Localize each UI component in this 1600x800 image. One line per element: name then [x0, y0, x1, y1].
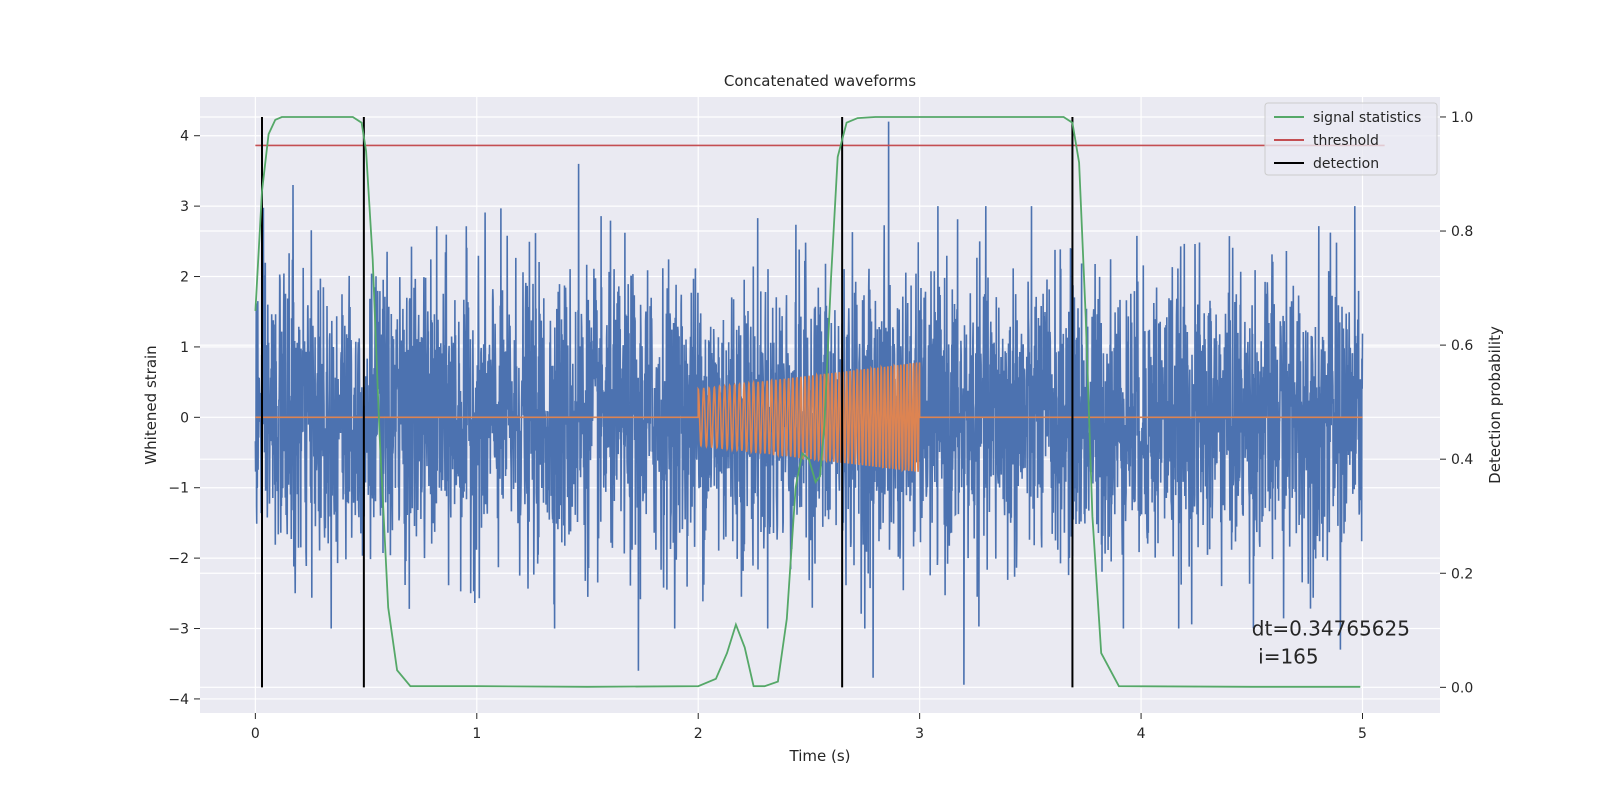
legend: signal statistics threshold detection — [1264, 102, 1438, 176]
annotation-dt: dt=0.34765625 — [1252, 617, 1410, 641]
legend-label-detection: detection — [1313, 156, 1379, 172]
y-tick-label-4: 0 — [180, 410, 189, 426]
series-signal-statistics-line — [254, 116, 1361, 688]
y-tick-label-3: −1 — [168, 481, 189, 497]
legend-label-threshold: threshold — [1313, 133, 1379, 149]
series-layer — [254, 116, 1385, 688]
y-tick-label-1: −3 — [168, 622, 189, 638]
series-template-line — [255, 362, 1363, 473]
y2-tick-label-4: 0.8 — [1451, 224, 1473, 240]
x-tick-label-2: 2 — [694, 726, 703, 742]
x-axis-label: Time (s) — [789, 747, 851, 765]
y2-tick-label-1: 0.2 — [1451, 566, 1473, 582]
x-tick-label-5: 5 — [1358, 726, 1367, 742]
x-tick-label-0: 0 — [251, 726, 260, 742]
chart-title: Concatenated waveforms — [724, 72, 916, 90]
y-axis-label: Whitened strain — [142, 345, 160, 464]
legend-label-signal-statistics: signal statistics — [1313, 110, 1421, 126]
y-tick-label-6: 2 — [180, 270, 189, 286]
x-tick-label-3: 3 — [915, 726, 924, 742]
y2-tick-label-5: 1.0 — [1451, 110, 1473, 126]
x-tick-label-1: 1 — [472, 726, 481, 742]
annotation-index: i=165 — [1252, 645, 1319, 669]
x-axis: 0 1 2 3 4 5 — [251, 713, 1367, 742]
y-axis-right: 0.0 0.2 0.4 0.6 0.8 1.0 — [1440, 110, 1473, 696]
y-tick-label-0: −4 — [168, 692, 189, 708]
y2-axis-label: Detection probability — [1486, 326, 1504, 484]
y-tick-label-7: 3 — [180, 199, 189, 215]
y-tick-label-5: 1 — [180, 340, 189, 356]
series-whitened-strain-line — [254, 121, 1364, 685]
series-detection-lines — [261, 116, 1074, 688]
y-axis-left: −4 −3 −2 −1 0 1 2 3 4 — [168, 129, 200, 708]
x-tick-label-4: 4 — [1137, 726, 1146, 742]
y2-tick-label-3: 0.6 — [1451, 338, 1473, 354]
y2-tick-label-0: 0.0 — [1451, 680, 1473, 696]
y2-tick-label-2: 0.4 — [1451, 452, 1473, 468]
y-tick-label-8: 4 — [180, 129, 189, 145]
y-tick-label-2: −2 — [168, 551, 189, 567]
legend-box — [1264, 102, 1438, 176]
